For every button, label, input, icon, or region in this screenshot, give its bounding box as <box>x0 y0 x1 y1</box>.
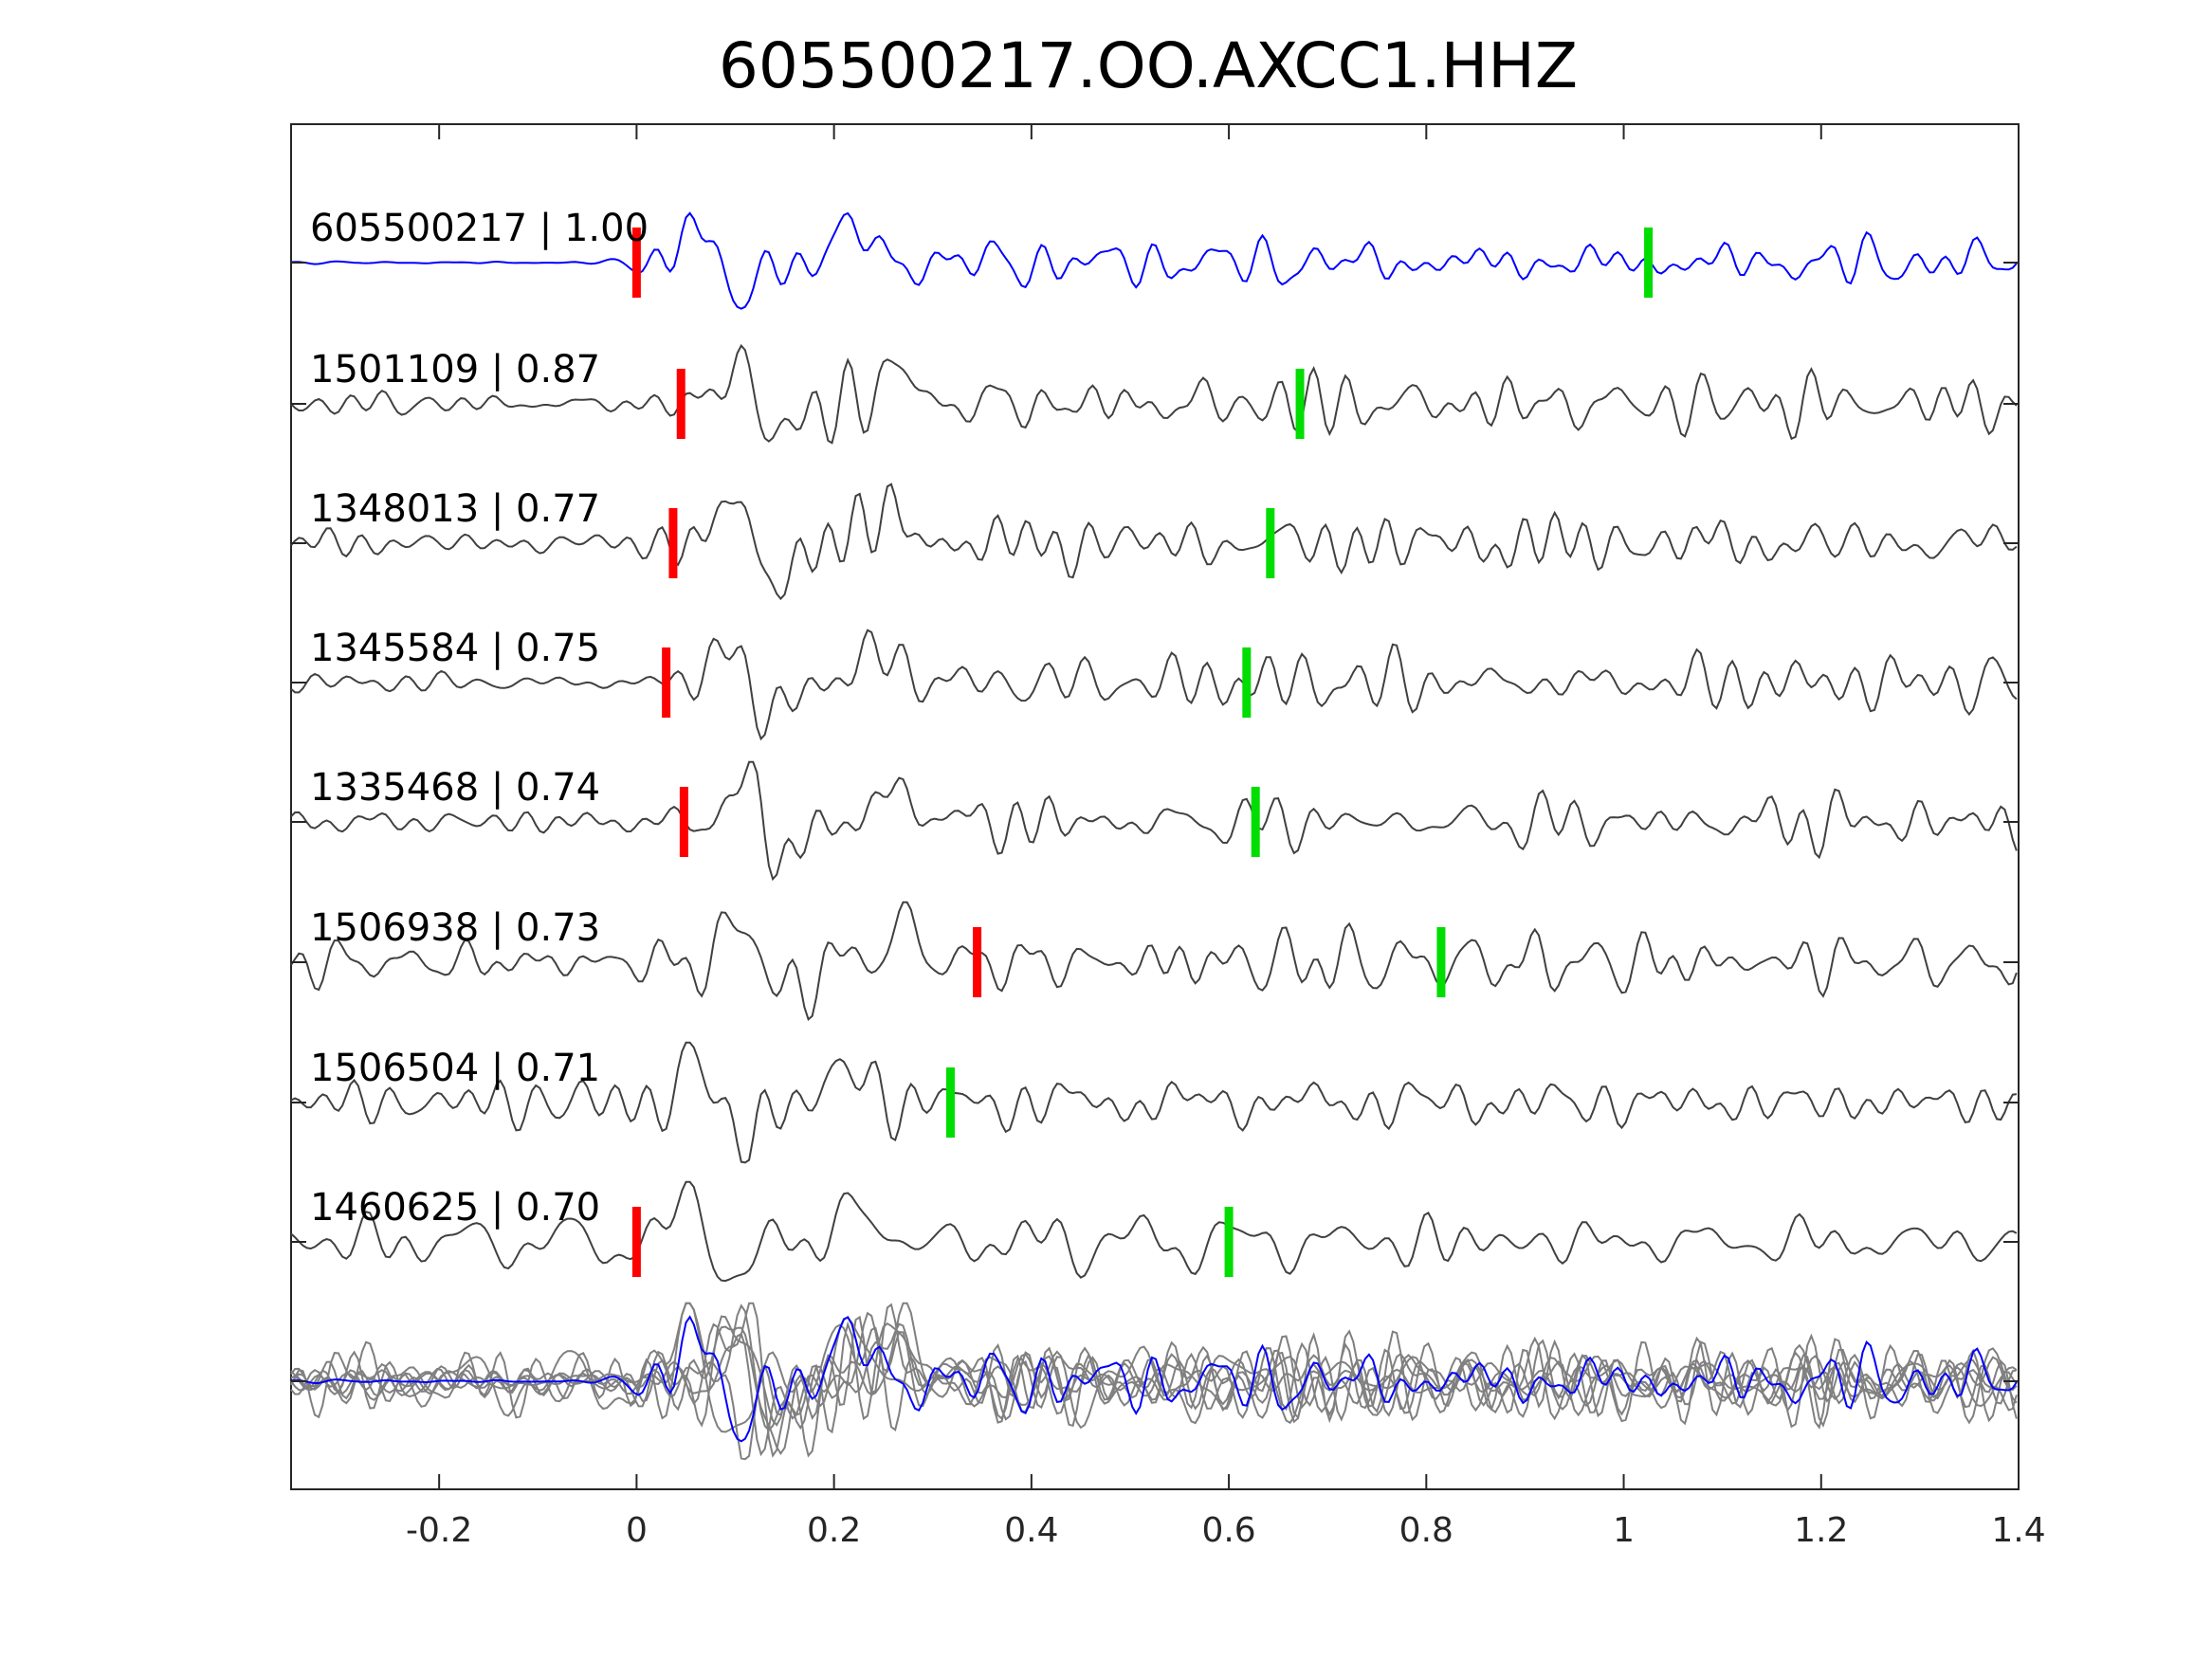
x-tick-label-6: 1 <box>1613 1511 1635 1550</box>
trace-1506938-line <box>290 901 2018 1022</box>
picks-layer <box>631 228 1654 1277</box>
x-tick-label-0: -0.2 <box>406 1511 472 1550</box>
traces-layer <box>290 211 2018 1461</box>
trace-labels: 605500217 | 1.00 1501109 | 0.87 1348013 | … <box>310 207 649 1230</box>
trace-label-605500217: 605500217 | 1.00 <box>310 207 649 250</box>
trace-label-1348013: 1348013 | 0.77 <box>310 487 600 531</box>
trace-label-1335468: 1335468 | 0.74 <box>310 766 600 810</box>
stack-trace-1460625 <box>290 1302 2018 1433</box>
x-tick-label-4: 0.6 <box>1201 1511 1255 1550</box>
trace-1460625-line <box>290 1180 2018 1283</box>
stack-trace-605500217 <box>290 1315 2018 1443</box>
chart-title: 605500217.OO.AXCC1.HHZ <box>719 29 1578 102</box>
x-tick-label-2: 0.2 <box>807 1511 861 1550</box>
stack-trace-1506938 <box>290 1302 2018 1458</box>
x-tick-label-8: 1.4 <box>1991 1511 2045 1550</box>
x-tick-label-5: 0.8 <box>1399 1511 1453 1550</box>
x-axis: -0.2 0 0.2 0.4 0.6 0.8 1 1.2 1.4 <box>291 124 2046 1550</box>
trace-605500217-line <box>290 211 2018 310</box>
trace-label-1501109: 1501109 | 0.87 <box>310 348 600 392</box>
x-tick-label-7: 1.2 <box>1794 1511 1848 1550</box>
x-tick-label-3: 0.4 <box>1004 1511 1058 1550</box>
trace-1348013-line <box>290 483 2018 601</box>
trace-label-1345584: 1345584 | 0.75 <box>310 627 600 670</box>
plot-area <box>290 123 2020 1490</box>
trace-1506504-line <box>290 1041 2018 1164</box>
trace-label-1460625: 1460625 | 0.70 <box>310 1186 600 1230</box>
x-tick-label-1: 0 <box>626 1511 648 1550</box>
trace-1345584-line <box>290 629 2018 741</box>
trace-1501109-line <box>290 343 2018 445</box>
trace-1335468-line <box>290 760 2018 882</box>
trace-label-1506504: 1506504 | 0.71 <box>310 1047 600 1090</box>
trace-label-1506938: 1506938 | 0.73 <box>310 906 600 950</box>
